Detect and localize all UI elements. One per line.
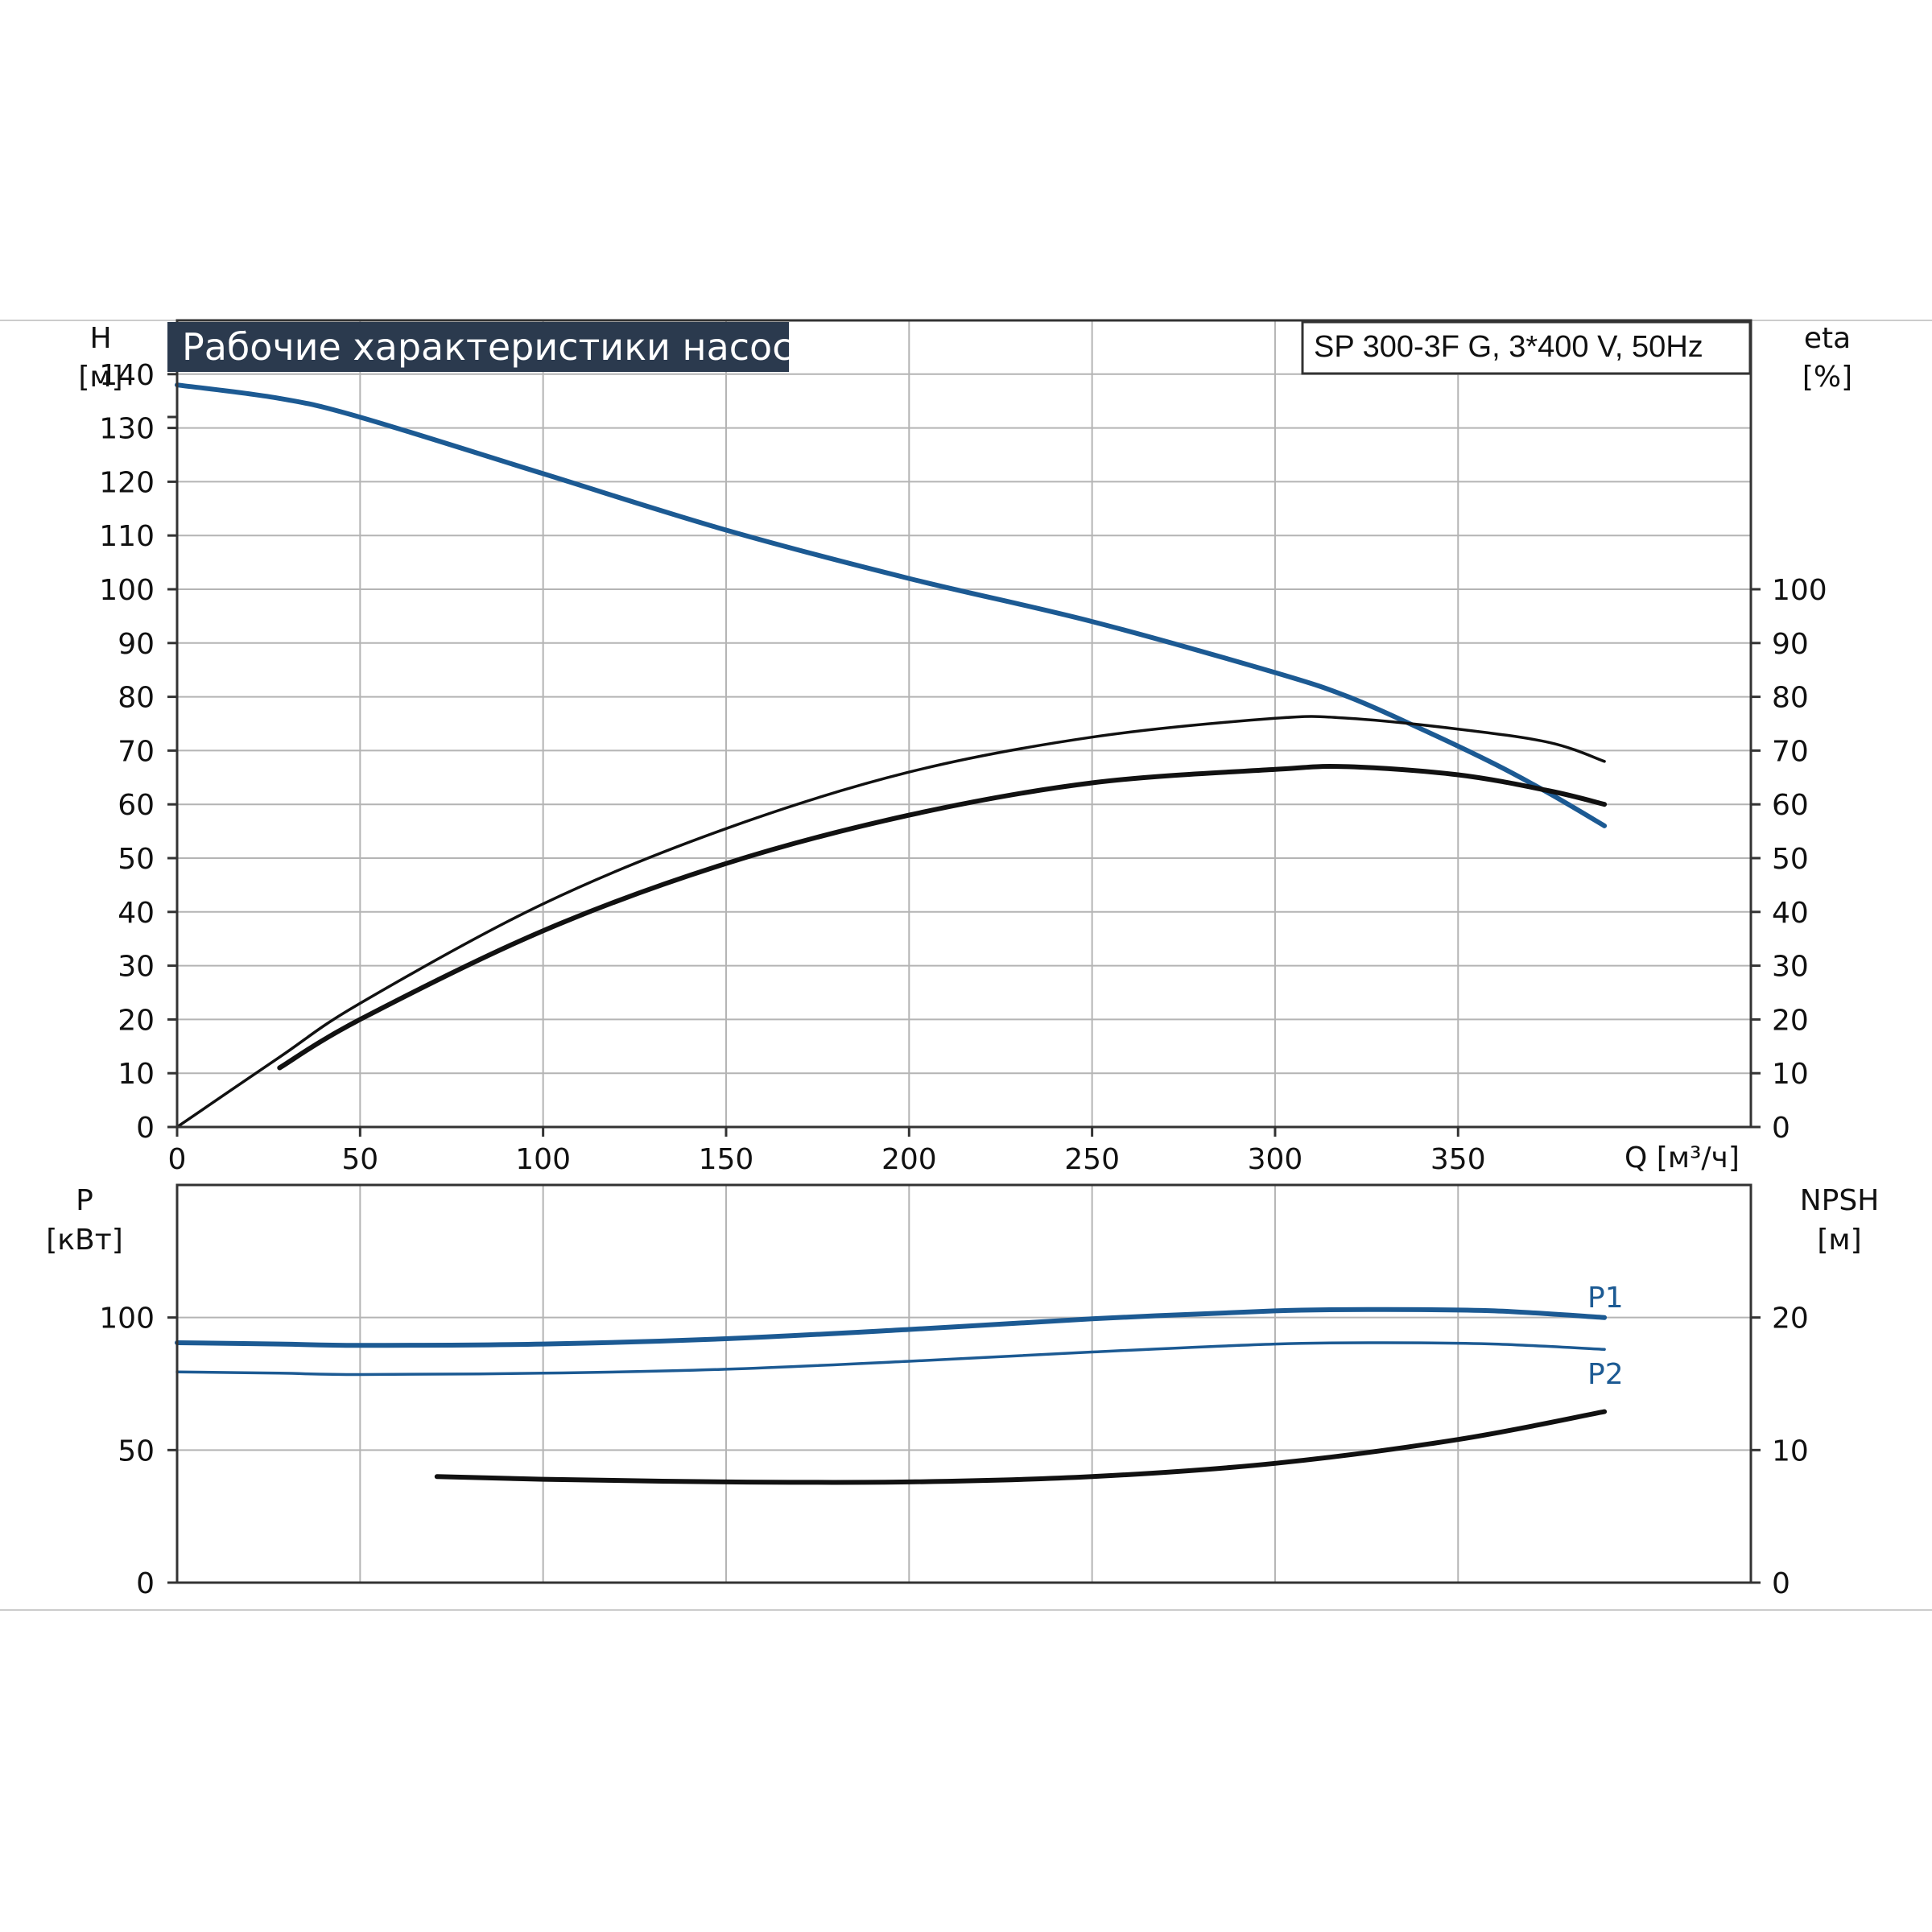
- y-right-tick-label: 10: [1772, 1058, 1809, 1091]
- upper-plot-frame: [175, 319, 1752, 1129]
- lower-plot-frame: [175, 1183, 1752, 1584]
- y-right-tick-label: 20: [1772, 1004, 1809, 1037]
- head-axis-unit: [м]: [78, 361, 122, 394]
- p1-curve-label: P1: [1587, 1282, 1624, 1315]
- y-left-tick-label: 10: [118, 1058, 155, 1091]
- y-right-tick-label: 80: [1772, 682, 1809, 715]
- y-left-tick-label: 130: [99, 413, 155, 446]
- y-right-tick-label: 0: [1772, 1567, 1790, 1600]
- series-line-1-0: [175, 1307, 1608, 1348]
- model-label-box: [1301, 320, 1752, 375]
- y-left-tick-label: 20: [118, 1004, 155, 1037]
- power-tick-labels: 0 50 100: [99, 1302, 177, 1600]
- series-line-1-1: [175, 1341, 1606, 1377]
- y-left-tick-label: 80: [118, 682, 155, 715]
- series-line-1-2: [434, 1409, 1608, 1485]
- model-label: SP 300-3F G, 3*400 V, 50Hz: [1314, 330, 1703, 364]
- npsh-axis-unit: [м]: [1817, 1224, 1861, 1257]
- lower-series: [175, 1307, 1608, 1485]
- y-left-tick-label: 120: [99, 466, 155, 499]
- npsh-axis-label: NPSH: [1800, 1184, 1880, 1217]
- upper-series: [175, 382, 1608, 1129]
- x-tick-label: 50: [341, 1143, 378, 1176]
- power-axis-label: P: [76, 1184, 93, 1217]
- y-right-tick-label: 50: [1772, 843, 1809, 876]
- y-left-tick-label: 0: [136, 1567, 155, 1600]
- efficiency-tick-labels: 0 10 20 30 40 50 60 70 80 90 100: [1751, 574, 1827, 1145]
- y-left-tick-label: 40: [118, 897, 155, 930]
- y-right-tick-label: 100: [1772, 574, 1827, 607]
- y-right-tick-label: 90: [1772, 628, 1809, 661]
- series-line-0-1: [175, 715, 1606, 1129]
- y-right-tick-label: 10: [1772, 1435, 1809, 1468]
- head-efficiency-chart: 0 50 100 150 200 250 300 350 010203040506070809…: [78, 319, 1852, 1176]
- y-left-tick-label: 0: [136, 1112, 155, 1145]
- x-tick-label: 300: [1248, 1143, 1303, 1176]
- x-tick-labels: 0 50 100 150 200 250 300 350: [168, 1127, 1486, 1176]
- head-tick-labels: 0 10 20 30 40 50 60 70 80 90 100 110 120 130 140: [99, 359, 177, 1145]
- p2-curve-label: P2: [1587, 1358, 1624, 1391]
- x-tick-label: 250: [1064, 1143, 1120, 1176]
- y-right-tick-label: 70: [1772, 735, 1809, 768]
- lower-grid: [177, 1185, 1751, 1583]
- flow-axis-label: Q [м³/ч]: [1624, 1141, 1740, 1174]
- x-tick-label: 150: [699, 1143, 754, 1176]
- x-tick-label: 350: [1430, 1143, 1486, 1176]
- npsh-tick-labels: 0 10 20: [1751, 1302, 1809, 1600]
- efficiency-axis-label: eta: [1804, 322, 1851, 355]
- y-right-tick-label: 30: [1772, 951, 1809, 984]
- y-left-tick-label: 60: [118, 789, 155, 822]
- y-right-tick-label: 60: [1772, 789, 1809, 822]
- chart-title-box: [167, 322, 789, 372]
- y-right-tick-label: 0: [1772, 1112, 1790, 1145]
- upper-grid: [177, 320, 1751, 1127]
- series-line-0-0: [175, 382, 1608, 828]
- y-left-tick-label: 70: [118, 735, 155, 768]
- power-npsh-chart: 0 50 100 0 10 20 P [кВт] NPSH [м] P1 P2: [46, 1183, 1880, 1600]
- x-tick-label: 0: [168, 1143, 187, 1176]
- y-left-tick-label: 30: [118, 951, 155, 984]
- y-left-tick-label: 100: [99, 574, 155, 607]
- x-tick-label: 100: [515, 1143, 571, 1176]
- y-left-tick-label: 100: [99, 1302, 155, 1335]
- y-left-tick-label: 50: [118, 843, 155, 876]
- y-left-tick-label: 140: [99, 359, 155, 392]
- y-left-tick-label: 110: [99, 520, 155, 553]
- y-left-tick-label: 50: [118, 1435, 155, 1468]
- y-right-tick-label: 20: [1772, 1302, 1809, 1335]
- head-axis-label: H: [89, 322, 111, 355]
- efficiency-axis-unit: [%]: [1802, 361, 1852, 394]
- power-axis-unit: [кВт]: [46, 1224, 123, 1257]
- chart-title: Рабочие характеристики насоса: [182, 325, 815, 369]
- y-left-tick-label: 90: [118, 628, 155, 661]
- series-line-0-2: [277, 764, 1608, 1071]
- y-right-tick-label: 40: [1772, 897, 1809, 930]
- x-tick-label: 200: [881, 1143, 937, 1176]
